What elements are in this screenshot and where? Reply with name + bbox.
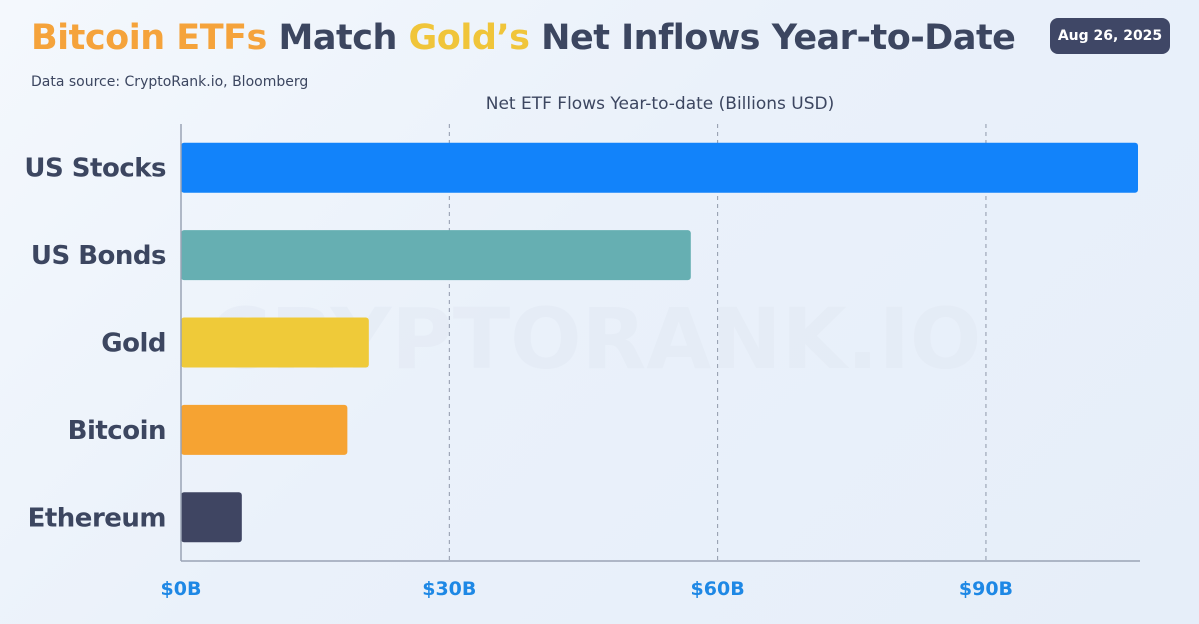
data-source: Data source: CryptoRank.io, Bloomberg xyxy=(31,74,309,90)
category-label: Ethereum xyxy=(28,503,166,533)
bar xyxy=(181,317,369,368)
bar xyxy=(181,230,691,281)
category-label: US Bonds xyxy=(31,241,166,271)
x-tick-label: $0B xyxy=(161,578,202,600)
bar xyxy=(181,492,242,543)
category-label: Gold xyxy=(101,329,166,359)
bar xyxy=(181,142,1138,193)
category-label: Bitcoin xyxy=(68,416,166,446)
chart-subtitle: Net ETF Flows Year-to-date (Billions USD… xyxy=(486,94,835,114)
title-bitcoin-etfs: Bitcoin ETFs xyxy=(31,18,267,58)
date-badge: Aug 26, 2025 xyxy=(1050,18,1170,54)
x-tick-label: $90B xyxy=(959,578,1013,600)
bar xyxy=(181,404,348,455)
x-tick-label: $60B xyxy=(691,578,745,600)
category-label: US Stocks xyxy=(24,154,166,184)
title-match: Match xyxy=(266,18,409,58)
title-net-inflows: Net Inflows Year-to-Date xyxy=(529,18,1016,58)
x-tick-label: $30B xyxy=(422,578,476,600)
chart-title: Bitcoin ETFs Match Gold’s Net Inflows Ye… xyxy=(31,18,1016,58)
title-golds: Gold’s xyxy=(408,18,530,58)
